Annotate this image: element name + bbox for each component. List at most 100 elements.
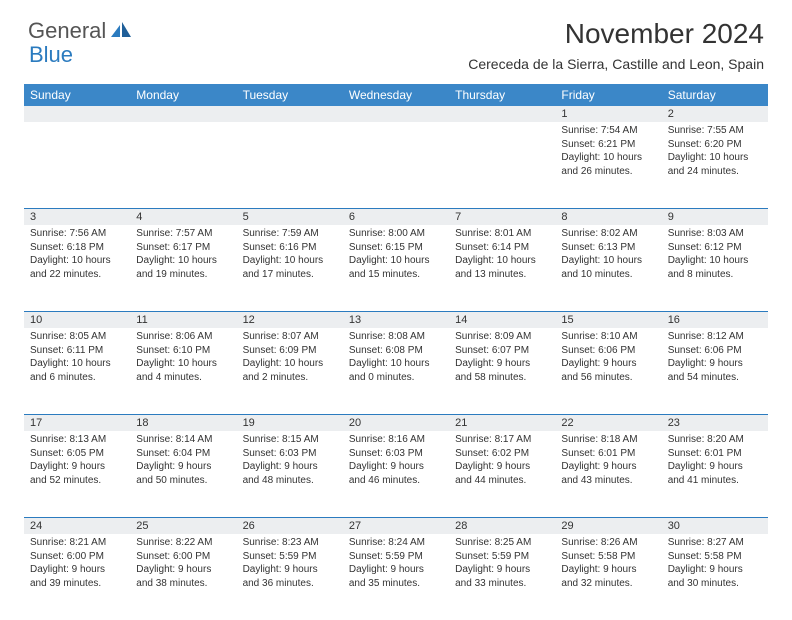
day-cell: Sunrise: 8:13 AMSunset: 6:05 PMDaylight:…: [24, 431, 130, 517]
logo: General: [28, 18, 133, 44]
daylight-text-1: Daylight: 10 hours: [243, 357, 337, 371]
sunset-text: Sunset: 6:09 PM: [243, 344, 337, 358]
day-cell: [449, 122, 555, 208]
sunrise-text: Sunrise: 8:17 AM: [455, 433, 549, 447]
daylight-text-1: Daylight: 9 hours: [668, 563, 762, 577]
sunset-text: Sunset: 6:00 PM: [136, 550, 230, 564]
weekday-header-row: SundayMondayTuesdayWednesdayThursdayFrid…: [24, 84, 768, 106]
daylight-text-2: and 38 minutes.: [136, 577, 230, 591]
sunrise-text: Sunrise: 8:27 AM: [668, 536, 762, 550]
sunrise-text: Sunrise: 8:05 AM: [30, 330, 124, 344]
day-body: Sunrise: 8:16 AMSunset: 6:03 PMDaylight:…: [343, 431, 449, 491]
daylight-text-1: Daylight: 10 hours: [561, 254, 655, 268]
daylight-text-1: Daylight: 9 hours: [455, 357, 549, 371]
day-body: Sunrise: 7:56 AMSunset: 6:18 PMDaylight:…: [24, 225, 130, 285]
sunset-text: Sunset: 6:06 PM: [561, 344, 655, 358]
daylight-text-1: Daylight: 9 hours: [668, 460, 762, 474]
daylight-text-2: and 46 minutes.: [349, 474, 443, 488]
daylight-text-1: Daylight: 9 hours: [136, 460, 230, 474]
week-body-row: Sunrise: 7:56 AMSunset: 6:18 PMDaylight:…: [24, 225, 768, 311]
daylight-text-2: and 0 minutes.: [349, 371, 443, 385]
day-body: Sunrise: 8:08 AMSunset: 6:08 PMDaylight:…: [343, 328, 449, 388]
sunset-text: Sunset: 6:20 PM: [668, 138, 762, 152]
day-body: [237, 122, 343, 142]
sunset-text: Sunset: 6:00 PM: [30, 550, 124, 564]
sunrise-text: Sunrise: 8:15 AM: [243, 433, 337, 447]
day-number: [449, 106, 555, 122]
sunrise-text: Sunrise: 8:18 AM: [561, 433, 655, 447]
day-cell: Sunrise: 8:15 AMSunset: 6:03 PMDaylight:…: [237, 431, 343, 517]
sunset-text: Sunset: 5:58 PM: [668, 550, 762, 564]
daylight-text-2: and 44 minutes.: [455, 474, 549, 488]
daylight-text-1: Daylight: 9 hours: [136, 563, 230, 577]
daylight-text-1: Daylight: 9 hours: [561, 563, 655, 577]
daylight-text-2: and 32 minutes.: [561, 577, 655, 591]
sunset-text: Sunset: 6:07 PM: [455, 344, 549, 358]
day-body: Sunrise: 8:12 AMSunset: 6:06 PMDaylight:…: [662, 328, 768, 388]
sunrise-text: Sunrise: 8:20 AM: [668, 433, 762, 447]
day-number: 13: [343, 311, 449, 328]
day-number: [24, 106, 130, 122]
sunset-text: Sunset: 6:01 PM: [668, 447, 762, 461]
day-cell: Sunrise: 8:05 AMSunset: 6:11 PMDaylight:…: [24, 328, 130, 414]
day-body: [24, 122, 130, 142]
daylight-text-1: Daylight: 9 hours: [455, 460, 549, 474]
day-body: Sunrise: 7:57 AMSunset: 6:17 PMDaylight:…: [130, 225, 236, 285]
sunrise-text: Sunrise: 8:00 AM: [349, 227, 443, 241]
day-number: 29: [555, 517, 661, 534]
daylight-text-2: and 13 minutes.: [455, 268, 549, 282]
daylight-text-2: and 54 minutes.: [668, 371, 762, 385]
day-cell: Sunrise: 8:08 AMSunset: 6:08 PMDaylight:…: [343, 328, 449, 414]
day-body: Sunrise: 7:55 AMSunset: 6:20 PMDaylight:…: [662, 122, 768, 182]
sunrise-text: Sunrise: 8:03 AM: [668, 227, 762, 241]
location-text: Cereceda de la Sierra, Castille and Leon…: [468, 56, 764, 72]
header: General November 2024 Cereceda de la Sie…: [0, 0, 792, 76]
sunset-text: Sunset: 6:03 PM: [349, 447, 443, 461]
day-body: Sunrise: 7:59 AMSunset: 6:16 PMDaylight:…: [237, 225, 343, 285]
day-cell: Sunrise: 8:22 AMSunset: 6:00 PMDaylight:…: [130, 534, 236, 620]
sunset-text: Sunset: 6:02 PM: [455, 447, 549, 461]
day-cell: Sunrise: 8:23 AMSunset: 5:59 PMDaylight:…: [237, 534, 343, 620]
sunrise-text: Sunrise: 8:09 AM: [455, 330, 549, 344]
sunrise-text: Sunrise: 7:59 AM: [243, 227, 337, 241]
sunrise-text: Sunrise: 7:57 AM: [136, 227, 230, 241]
week-band-row: 3456789: [24, 208, 768, 225]
daylight-text-2: and 17 minutes.: [243, 268, 337, 282]
weekday-friday: Friday: [555, 84, 661, 106]
day-cell: Sunrise: 8:01 AMSunset: 6:14 PMDaylight:…: [449, 225, 555, 311]
day-number: 8: [555, 208, 661, 225]
day-body: [130, 122, 236, 142]
daylight-text-2: and 2 minutes.: [243, 371, 337, 385]
sunrise-text: Sunrise: 8:26 AM: [561, 536, 655, 550]
daylight-text-1: Daylight: 10 hours: [30, 357, 124, 371]
day-number: 27: [343, 517, 449, 534]
day-number: 16: [662, 311, 768, 328]
day-body: Sunrise: 8:14 AMSunset: 6:04 PMDaylight:…: [130, 431, 236, 491]
sunset-text: Sunset: 6:16 PM: [243, 241, 337, 255]
daylight-text-1: Daylight: 9 hours: [243, 460, 337, 474]
sunrise-text: Sunrise: 8:25 AM: [455, 536, 549, 550]
day-number: 17: [24, 414, 130, 431]
day-body: Sunrise: 8:13 AMSunset: 6:05 PMDaylight:…: [24, 431, 130, 491]
day-cell: Sunrise: 8:16 AMSunset: 6:03 PMDaylight:…: [343, 431, 449, 517]
day-number: 10: [24, 311, 130, 328]
sunrise-text: Sunrise: 8:22 AM: [136, 536, 230, 550]
day-body: Sunrise: 8:06 AMSunset: 6:10 PMDaylight:…: [130, 328, 236, 388]
daylight-text-2: and 50 minutes.: [136, 474, 230, 488]
day-body: Sunrise: 8:25 AMSunset: 5:59 PMDaylight:…: [449, 534, 555, 594]
sunrise-text: Sunrise: 8:06 AM: [136, 330, 230, 344]
sunset-text: Sunset: 6:13 PM: [561, 241, 655, 255]
day-body: Sunrise: 8:09 AMSunset: 6:07 PMDaylight:…: [449, 328, 555, 388]
sunrise-text: Sunrise: 8:14 AM: [136, 433, 230, 447]
daylight-text-1: Daylight: 9 hours: [243, 563, 337, 577]
daylight-text-1: Daylight: 9 hours: [30, 460, 124, 474]
day-body: [449, 122, 555, 142]
daylight-text-2: and 36 minutes.: [243, 577, 337, 591]
day-number: 14: [449, 311, 555, 328]
sunset-text: Sunset: 6:11 PM: [30, 344, 124, 358]
daylight-text-2: and 48 minutes.: [243, 474, 337, 488]
day-cell: Sunrise: 8:21 AMSunset: 6:00 PMDaylight:…: [24, 534, 130, 620]
day-cell: Sunrise: 8:14 AMSunset: 6:04 PMDaylight:…: [130, 431, 236, 517]
weekday-monday: Monday: [130, 84, 236, 106]
day-number: [237, 106, 343, 122]
